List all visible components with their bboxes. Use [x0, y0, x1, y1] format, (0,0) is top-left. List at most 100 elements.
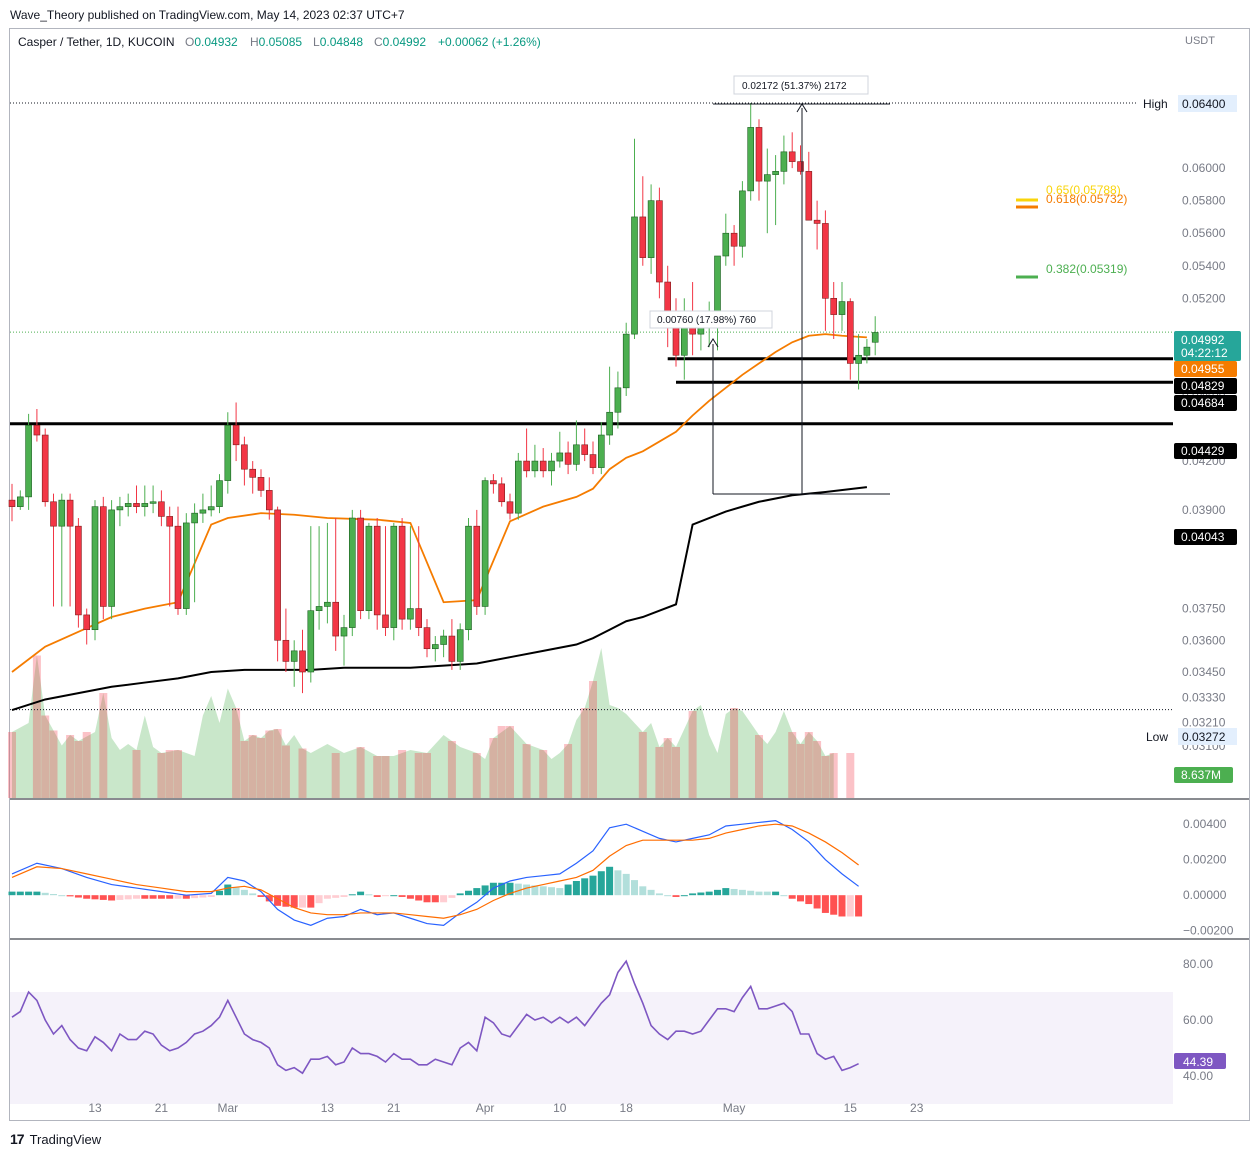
macd-histogram-bar: [581, 878, 589, 896]
candle-up: [199, 509, 207, 514]
macd-histogram-bar: [398, 895, 406, 897]
volume-bar-down: [248, 735, 257, 798]
macd-histogram-bar: [431, 895, 439, 903]
candle-up: [224, 424, 232, 481]
bar-countdown: 04:22:12: [1181, 346, 1228, 360]
macd-signal-line: [11, 823, 859, 919]
volume-bar-down: [813, 741, 822, 798]
macd-histogram-bar: [481, 885, 489, 896]
macd-histogram-bar: [523, 884, 531, 896]
macd-histogram-bar: [99, 895, 107, 900]
candles: [8, 103, 879, 694]
macd-histogram-bar: [465, 890, 472, 896]
time-tick-label: 21: [387, 1101, 401, 1115]
candle-up: [855, 354, 862, 364]
macd-histogram-bar: [83, 895, 91, 899]
macd-histogram-bar: [830, 895, 838, 915]
candle-down: [75, 525, 82, 616]
volume-bar-down: [265, 730, 274, 798]
volume-bar-down: [730, 708, 739, 798]
volume-bar-down: [655, 747, 664, 798]
high-marker: High 0.06400: [1138, 95, 1237, 112]
volume-bar-down: [423, 753, 431, 798]
candle-down: [166, 516, 173, 527]
candle-down: [813, 219, 821, 224]
volume-bar-down: [273, 729, 282, 798]
macd-histogram-bar: [257, 895, 265, 897]
candle-up: [548, 460, 555, 472]
measure-tool-big[interactable]: 0.02172 (51.37%) 2172: [713, 75, 890, 495]
candle-down: [232, 424, 240, 446]
time-tick-label: 10: [553, 1101, 567, 1115]
candle-down: [797, 161, 804, 172]
macd-histogram-bar: [141, 895, 149, 899]
rsi-band: [10, 992, 1173, 1104]
macd-histogram-bar: [307, 895, 315, 908]
volume-bar-down: [638, 732, 647, 798]
candle-up: [780, 151, 788, 172]
level-04684-value: 0.04684: [1181, 396, 1225, 410]
price-tick-label: 0.05200: [1182, 291, 1226, 305]
tradingview-footer[interactable]: 17 TradingView: [10, 1131, 101, 1147]
macd-histogram-bar: [606, 866, 614, 896]
macd-histogram-bar: [216, 890, 223, 896]
macd-histogram-bar: [415, 895, 423, 901]
volume-bar-down: [672, 747, 680, 798]
macd-histogram-bar: [763, 891, 771, 896]
volume-bar-down: [804, 732, 813, 798]
macd-histogram-bar: [133, 895, 140, 899]
candle-up: [141, 503, 149, 507]
macd-histogram-bar: [406, 895, 414, 899]
time-tick-label: 18: [620, 1101, 634, 1115]
volume-bar-down: [580, 708, 589, 798]
volume-tag-value: 8.637M: [1181, 768, 1221, 782]
macd-histogram-bar: [456, 893, 464, 896]
macd-histogram-bar: [373, 895, 381, 897]
price-tick-label: 0.03900: [1182, 503, 1226, 517]
candle-up: [838, 301, 846, 315]
time-tick-label: Apr: [476, 1101, 495, 1115]
price-tick-label: 0.05600: [1182, 226, 1226, 240]
volume-tag: [1174, 767, 1233, 783]
volume-bar-down: [755, 735, 763, 798]
candle-down: [83, 614, 90, 631]
candle-down: [473, 525, 481, 607]
candle-up: [481, 480, 489, 607]
candle-down: [498, 483, 506, 503]
macd-histogram-bar: [315, 895, 323, 904]
candle-down: [265, 490, 273, 511]
measure-tool-small[interactable]: 0.00760 (17.98%) 760: [649, 310, 773, 494]
fib-levels[interactable]: 0.65(0.05788) 0.618(0.05732) 0.382(0.053…: [1016, 183, 1127, 279]
low-tag-value: 0.03272: [1182, 730, 1226, 744]
macd-histogram-bar: [821, 895, 829, 913]
candle-up: [25, 424, 32, 498]
macd-histogram-bar: [622, 873, 630, 896]
currency-label: USDT: [1185, 35, 1215, 47]
candle-up: [722, 232, 730, 257]
macd-histogram-bar: [8, 891, 16, 896]
volume-bar-down: [66, 735, 75, 798]
candle-down: [589, 454, 597, 468]
volume-bar-down: [74, 741, 83, 798]
candle-up: [440, 635, 447, 645]
macd-histogram-bar: [274, 895, 282, 906]
current-price-tag: [1174, 331, 1241, 361]
macd-histogram-bar: [50, 894, 57, 896]
macd-tick-label: −0.00200: [1183, 924, 1234, 938]
fib-065-label: 0.65(0.05788): [1046, 183, 1121, 197]
macd-histogram-bar: [772, 891, 780, 896]
candle-down: [490, 480, 497, 485]
macd-histogram-bar: [282, 895, 290, 907]
macd-histogram-bar: [631, 880, 638, 896]
candle-up: [531, 460, 539, 472]
macd-histogram-bar: [639, 886, 647, 896]
high-tag-value: 0.06400: [1182, 97, 1226, 111]
level-04829-tag: [1174, 378, 1237, 394]
volume-bar-down: [447, 741, 456, 798]
time-axis[interactable]: 13 21 Mar 13 21 Apr 10 18 May 15 23: [88, 1101, 923, 1115]
time-tick-label: Mar: [217, 1101, 238, 1115]
macd-histogram-bar: [556, 888, 564, 896]
macd-histogram-bar: [265, 895, 273, 902]
macd-histogram-bar: [780, 895, 788, 897]
